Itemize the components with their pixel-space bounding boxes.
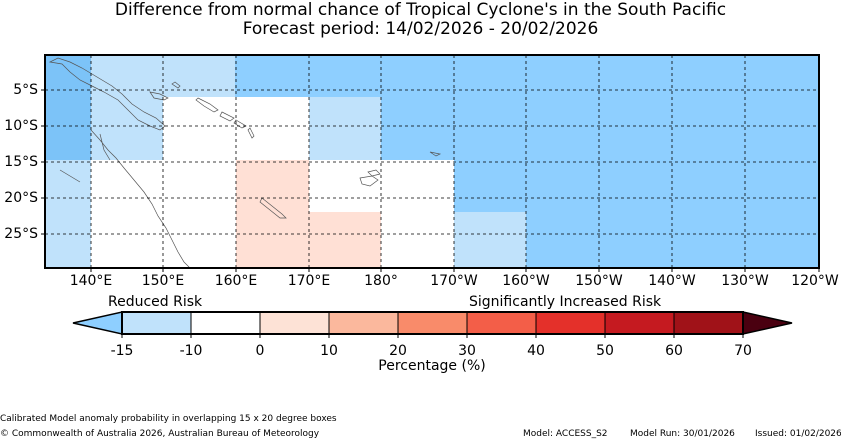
colorbar-tick-0: 0 (255, 343, 265, 359)
colorbar-segment-7 (535, 311, 606, 335)
lon-label-180: 180° (364, 273, 398, 289)
lon-label-170w: 170°W (430, 273, 478, 289)
box-peach-south (236, 160, 309, 268)
lat-label-25s: 25°S (4, 226, 38, 242)
copyright-notice: © Commonwealth of Australia 2026, Austra… (0, 429, 320, 439)
colorbar-segment-8 (604, 311, 675, 335)
model-name: Model: ACCESS_S2 (523, 429, 608, 439)
box-light-blue-sw (45, 160, 91, 268)
new-britain-coast (149, 91, 169, 101)
lon-label-150e: 150°E (141, 273, 185, 289)
colorbar-segment-5 (397, 311, 468, 335)
samoa-coast (429, 151, 442, 157)
box-light-blue-central (309, 97, 381, 160)
lon-label-160e: 160°E (214, 273, 258, 289)
increased-risk-label: Significantly Increased Risk (469, 294, 662, 310)
colorbar-tick-20: 20 (389, 343, 407, 359)
tick-marks (41, 89, 820, 272)
box-light-blue-south-east (454, 212, 526, 268)
colorbar-segment-4 (328, 311, 399, 335)
issued-date: Issued: 01/02/2026 (755, 429, 841, 439)
model-run-date: Model Run: 30/01/2026 (630, 429, 735, 439)
lat-label-15s: 15°S (4, 154, 38, 170)
reduced-risk-label: Reduced Risk (108, 294, 203, 310)
fiji-coast (359, 169, 381, 187)
box-mid-blue-west (45, 55, 91, 160)
box-white-south (91, 160, 236, 268)
lat-label-5s: 5°S (13, 82, 38, 98)
colorbar-tick-60: 60 (665, 343, 683, 359)
box-peach-mid-south (309, 212, 381, 268)
gridlines (45, 55, 819, 268)
vanuatu-coast (247, 127, 255, 139)
solomon-islands-coast (195, 97, 247, 129)
method-note: Calibrated Model anomaly probability in … (0, 414, 337, 424)
colorbar-segment-1 (121, 311, 192, 335)
colorbar-tick-30: 30 (458, 343, 476, 359)
box-light-blue-west (91, 97, 163, 160)
colorbar-tick-minus10: -10 (179, 343, 203, 359)
lat-label-20s: 20°S (4, 190, 38, 206)
colorbar-tick-40: 40 (527, 343, 545, 359)
box-white-mid-south (309, 160, 454, 212)
box-white-south-east (381, 212, 454, 268)
colorbar-tick-50: 50 (596, 343, 614, 359)
colorbar-segment-2 (190, 311, 261, 335)
lon-label-170e: 170°E (287, 273, 331, 289)
lat-label-10s: 10°S (4, 118, 38, 134)
chart-title: Difference from normal chance of Tropica… (114, 0, 727, 20)
new-caledonia-coast (259, 197, 287, 219)
risk-map (41, 54, 820, 272)
colorbar-max-arrow (742, 311, 793, 335)
colorbar-tick-minus15: -15 (110, 343, 134, 359)
lon-label-120w: 120°W (791, 273, 839, 289)
colorbar-frame (121, 311, 744, 335)
colorbar-tick-10: 10 (320, 343, 338, 359)
bougainville-coast (171, 81, 181, 89)
colorbar-segment-9 (673, 311, 744, 335)
coastlines (48, 57, 442, 269)
colorbar-title: Percentage (%) (378, 358, 486, 374)
colorbar-segment-6 (466, 311, 537, 335)
colorbar (72, 311, 793, 338)
colorbar-min-arrow (72, 311, 123, 335)
lon-label-140e: 140°E (69, 273, 113, 289)
lon-label-140w: 140°W (648, 273, 696, 289)
forecast-period: Forecast period: 14/02/2026 - 20/02/2026 (242, 19, 599, 39)
lon-label-130w: 130°W (721, 273, 769, 289)
lon-label-160w: 160°W (502, 273, 550, 289)
colorbar-tick-70: 70 (734, 343, 752, 359)
colorbar-segment-3 (259, 311, 330, 335)
lon-label-150w: 150°W (575, 273, 623, 289)
